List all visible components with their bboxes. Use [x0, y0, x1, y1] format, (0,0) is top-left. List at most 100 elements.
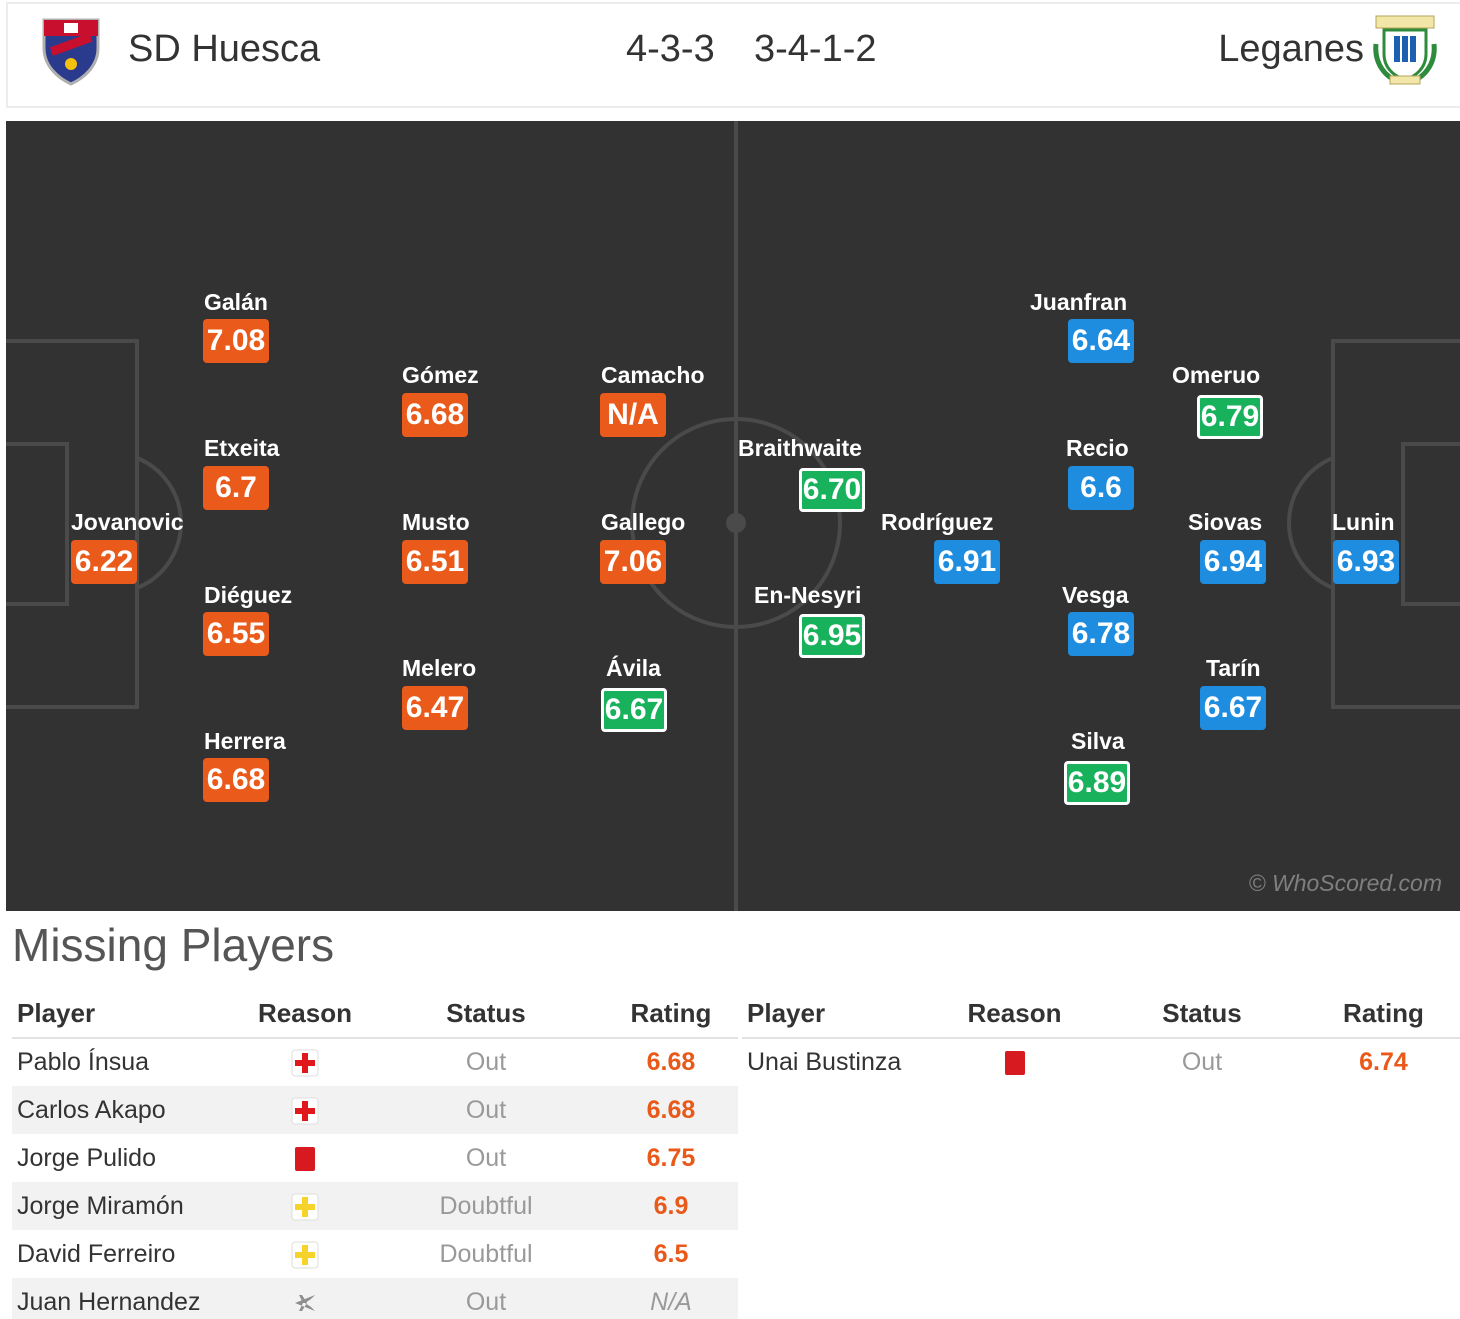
- home-team-name[interactable]: SD Huesca: [128, 28, 321, 70]
- player-name: Melero: [402, 655, 477, 681]
- table-header-row: Player Reason Status Rating: [742, 990, 1460, 1039]
- red-card-icon: [295, 1146, 315, 1171]
- injury-cross-icon: [291, 1097, 319, 1125]
- player-rating: 6.64: [1068, 319, 1134, 363]
- status-cell: Out: [1181, 1048, 1223, 1076]
- table-row: Juan Hernandez Out N/A: [12, 1278, 738, 1319]
- sd-huesca-crest-icon[interactable]: [36, 14, 106, 86]
- home-formation: 4-3-3: [626, 28, 715, 70]
- rating-cell: 6.75: [646, 1143, 696, 1172]
- player-rating: 7.08: [203, 319, 269, 363]
- player-name: Rodríguez: [881, 509, 994, 535]
- player-rating: N/A: [600, 393, 666, 437]
- table-row: Unai Bustinza Out 6.74: [742, 1038, 1460, 1086]
- doubtful-cross-icon: [291, 1241, 319, 1269]
- player-name: Tarín: [1206, 655, 1261, 681]
- status-cell: Out: [465, 1143, 507, 1172]
- rating-cell: 6.68: [646, 1048, 696, 1076]
- match-header: SD Huesca 4-3-3 3-4-1-2 Leganes: [6, 2, 1460, 108]
- player-name: Gómez: [402, 362, 479, 388]
- player-name: Camacho: [601, 362, 705, 388]
- player-rating: 6.6: [1068, 466, 1134, 510]
- table-row: Carlos Akapo Out 6.68: [12, 1086, 738, 1134]
- away-team-name[interactable]: Leganes: [1218, 28, 1364, 70]
- player-name: Herrera: [204, 728, 286, 754]
- player-name: Galán: [204, 289, 268, 315]
- player-name-cell[interactable]: Juan Hernandez: [12, 1278, 242, 1319]
- status-cell: Out: [368, 1278, 604, 1319]
- player-rating: 7.06: [600, 540, 666, 584]
- plane-icon: [295, 1294, 315, 1311]
- player-rating: 6.67: [1200, 686, 1266, 730]
- player-rating: 6.89: [1064, 761, 1130, 805]
- column-status[interactable]: Status: [1097, 990, 1307, 1039]
- column-player[interactable]: Player: [12, 990, 242, 1039]
- column-rating[interactable]: Rating: [1307, 990, 1460, 1039]
- player-rating: 6.93: [1333, 540, 1399, 584]
- player-name-cell[interactable]: Pablo Ínsua: [17, 1048, 150, 1076]
- player-rating: 6.70: [799, 468, 865, 512]
- player-rating: 6.55: [203, 612, 269, 656]
- injury-cross-icon: [291, 1049, 319, 1077]
- player-rating: 6.91: [934, 540, 1000, 584]
- player-name: Etxeita: [204, 435, 280, 461]
- column-rating[interactable]: Rating: [604, 990, 738, 1039]
- player-rating: 6.67: [601, 688, 667, 732]
- player-name: Omeruo: [1172, 362, 1261, 388]
- player-rating: 6.78: [1068, 612, 1134, 656]
- player-name: Silva: [1071, 728, 1125, 754]
- player-rating: 6.68: [203, 758, 269, 802]
- status-cell: Out: [465, 1048, 507, 1076]
- player-name-cell[interactable]: David Ferreiro: [17, 1239, 176, 1268]
- player-name-cell[interactable]: Jorge Miramón: [12, 1182, 242, 1230]
- away-missing-table: Player Reason Status Rating Unai Bustinz…: [742, 990, 1460, 1086]
- player-rating: 6.47: [402, 686, 468, 730]
- column-reason[interactable]: Reason: [932, 990, 1097, 1039]
- table-row: Pablo Ínsua Out 6.68: [12, 1038, 738, 1086]
- pitch: Jovanovic 6.22 Galán 7.08 Etxeita 6.7 Di…: [6, 121, 1460, 911]
- player-name: Lunin: [1332, 509, 1395, 535]
- table-header-row: Player Reason Status Rating: [12, 990, 738, 1039]
- leganes-crest-icon[interactable]: [1370, 14, 1440, 86]
- rating-cell: 6.68: [604, 1086, 738, 1134]
- player-rating: 6.95: [799, 614, 865, 658]
- doubtful-cross-icon: [291, 1193, 319, 1221]
- red-card-icon: [1004, 1051, 1025, 1076]
- player-name: Braithwaite: [738, 435, 862, 461]
- player-rating: 6.79: [1197, 395, 1263, 439]
- player-name: Gallego: [601, 509, 686, 535]
- player-rating: 6.7: [203, 466, 269, 510]
- whoscored-watermark: © WhoScored.com: [1248, 870, 1442, 896]
- player-name: En-Nesyri: [754, 582, 862, 608]
- away-formation: 3-4-1-2: [754, 28, 877, 70]
- table-row: Jorge Pulido Out 6.75: [12, 1134, 738, 1182]
- pitch-markings: [6, 121, 1460, 911]
- player-name: Siovas: [1188, 509, 1263, 535]
- player-rating: 6.22: [71, 540, 137, 584]
- player-name: Vesga: [1062, 582, 1129, 608]
- table-row: David Ferreiro Doubtful 6.5: [12, 1230, 738, 1278]
- player-name-cell[interactable]: Unai Bustinza: [747, 1048, 902, 1076]
- player-rating: 6.68: [402, 393, 468, 437]
- status-cell: Doubtful: [439, 1239, 533, 1268]
- player-name: Ávila: [606, 655, 661, 681]
- status-cell: Doubtful: [368, 1182, 604, 1230]
- rating-cell: N/A: [604, 1278, 738, 1319]
- rating-cell: 6.5: [653, 1239, 689, 1268]
- player-name: Jovanovic: [71, 509, 184, 535]
- player-name-cell[interactable]: Jorge Pulido: [17, 1143, 156, 1172]
- table-row: Jorge Miramón Doubtful 6.9: [12, 1182, 738, 1230]
- column-reason[interactable]: Reason: [242, 990, 368, 1039]
- home-missing-table: Player Reason Status Rating Pablo Ínsua …: [12, 990, 738, 1319]
- player-name: Juanfran: [1030, 289, 1128, 315]
- column-status[interactable]: Status: [368, 990, 604, 1039]
- rating-cell: 6.74: [1359, 1048, 1408, 1076]
- player-rating: 6.51: [402, 540, 468, 584]
- player-name: Musto: [402, 509, 470, 535]
- rating-cell: 6.9: [604, 1182, 738, 1230]
- player-rating: 6.94: [1200, 540, 1266, 584]
- status-cell: Out: [368, 1086, 604, 1134]
- column-player[interactable]: Player: [742, 990, 932, 1039]
- player-name-cell[interactable]: Carlos Akapo: [12, 1086, 242, 1134]
- player-name: Recio: [1066, 435, 1129, 461]
